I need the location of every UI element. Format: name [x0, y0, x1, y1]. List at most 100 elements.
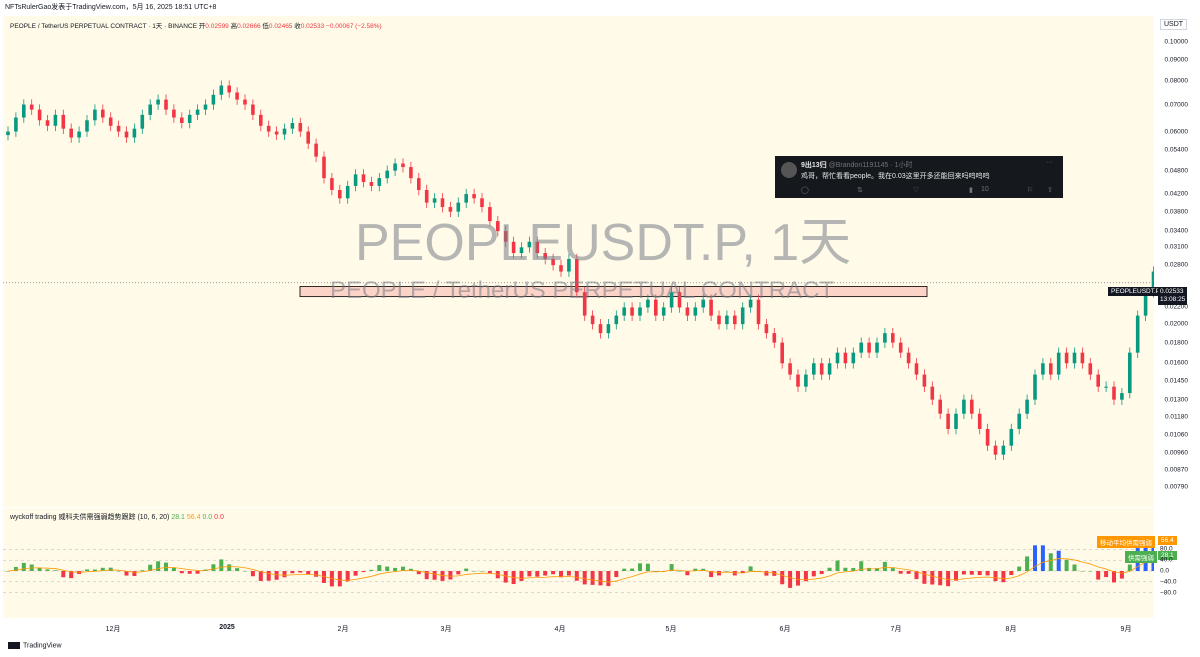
indicator-bar — [290, 571, 295, 574]
candle-body — [859, 342, 863, 353]
indicator-pane[interactable] — [3, 508, 1180, 618]
candle-body — [764, 324, 769, 334]
reply-icon[interactable]: ◯ — [801, 187, 809, 194]
indicator-bar — [875, 568, 879, 571]
candle-body — [393, 163, 397, 171]
candle-body — [646, 299, 650, 308]
indicator-bar — [614, 571, 619, 578]
currency-label[interactable]: USDT — [1160, 19, 1188, 30]
indicator-bar — [69, 571, 74, 579]
indicator-bar — [61, 571, 66, 578]
indicator-name: wyckoff trading 威科夫供需强弱趋势跟踪 (10, 6, 20) — [10, 514, 170, 521]
indicator-bar — [859, 561, 864, 571]
close-label: 收 — [294, 23, 301, 30]
indicator-bar — [1127, 564, 1132, 571]
indicator-bar — [53, 570, 58, 571]
indicator-bar — [630, 568, 635, 571]
candle-body — [409, 167, 413, 179]
price-label: 0.01600 — [1164, 359, 1189, 367]
indicator-bar — [574, 571, 579, 581]
indicator-bar — [566, 571, 571, 576]
candle-body — [132, 128, 137, 138]
price-label: 0.09000 — [1164, 56, 1189, 64]
price-label: 0.00790 — [1164, 483, 1189, 491]
ma-strength-tag-value: 56.4 — [1158, 536, 1177, 545]
indicator-bar — [543, 571, 548, 576]
indicator-bar — [1119, 571, 1124, 579]
price-label: 0.06000 — [1164, 128, 1189, 136]
candle-body — [274, 131, 279, 135]
candle-body — [527, 241, 532, 248]
indicator-bar — [993, 571, 998, 582]
open-label: 开 — [198, 23, 206, 30]
indicator-bar — [788, 571, 793, 588]
indicator-bar — [724, 571, 729, 572]
indicator-bar — [1009, 571, 1014, 576]
indicator-svg — [3, 545, 1180, 593]
price-label: 0.03800 — [1164, 208, 1189, 216]
candle-body — [638, 307, 642, 316]
candle-body — [432, 198, 437, 203]
indicator-bar — [922, 571, 927, 584]
price-label: 0.01800 — [1164, 339, 1189, 347]
candle-body — [725, 315, 729, 325]
candle-body — [424, 189, 429, 203]
candle-body — [1056, 352, 1061, 375]
time-axis[interactable]: 12月 2025 2月 3月 4月 5月 6月 7月 8月 9月 — [3, 619, 1154, 639]
candle-body — [582, 292, 587, 316]
views-icon[interactable]: ▮ — [969, 187, 973, 194]
indicator-val4: 0.0 — [214, 514, 224, 521]
share-icon[interactable]: ⇧ — [1047, 187, 1053, 194]
tradingview-footer: TradingView — [8, 642, 62, 649]
candle-body — [298, 123, 303, 132]
price-label: 0.02200 — [1164, 303, 1189, 311]
candle-body — [148, 104, 152, 115]
indicator-bar — [961, 571, 966, 575]
tweet-text: 鸡哥，帮忙看看people。我在0.03这里开多还能回来吗呜呜呜 — [801, 173, 990, 180]
embedded-tweet[interactable]: 9出13归 @Brandon1191145 · 1小时 ··· 鸡哥，帮忙看看p… — [775, 156, 1063, 198]
indicator-bar — [337, 571, 342, 587]
indicator-bar — [1001, 571, 1006, 583]
indicator-ma-line — [7, 553, 1178, 583]
indicator-bar — [456, 571, 461, 575]
indicator-bar — [282, 571, 287, 578]
indicator-bar — [527, 571, 532, 577]
candle-body — [575, 259, 579, 293]
candle-body — [401, 163, 405, 168]
candle-body — [717, 315, 721, 325]
sd-strength-tag-label: 供需强弱 — [1125, 551, 1157, 563]
indicator-bar — [92, 569, 97, 571]
candle-body — [1135, 315, 1140, 353]
candle-body — [156, 99, 160, 105]
bookmark-icon[interactable]: ⚐ — [1027, 187, 1034, 194]
indicator-axis-label: 80.0 — [1160, 545, 1173, 553]
candle-body — [701, 299, 705, 308]
high-value: 0.02666 — [237, 23, 261, 30]
indicator-bar — [685, 571, 690, 576]
indicator-bar — [401, 566, 405, 571]
candle-body — [946, 413, 950, 429]
indicator-bar — [559, 571, 563, 578]
candle-body — [970, 399, 974, 414]
price-label: 0.05400 — [1164, 146, 1189, 154]
retweet-icon[interactable]: ⇅ — [857, 187, 863, 194]
open-value: 0.02599 — [205, 23, 229, 30]
candle-body — [954, 413, 958, 429]
indicator-bar — [645, 563, 650, 571]
candle-body — [1001, 445, 1006, 455]
more-icon[interactable]: ··· — [1046, 159, 1053, 166]
candle-body — [14, 117, 18, 132]
price-axis[interactable]: 0.10000 0.09000 0.08000 0.07000 0.06000 0.054… — [1155, 16, 1200, 619]
candle-body — [164, 99, 168, 110]
candle-body — [567, 259, 571, 272]
candle-body — [551, 259, 555, 266]
like-icon[interactable]: ♡ — [913, 187, 920, 194]
indicator-bar — [211, 564, 216, 571]
candle-body — [614, 315, 619, 325]
indicator-bar — [709, 571, 714, 578]
candle-body — [1128, 352, 1132, 394]
price-chart-pane[interactable] — [3, 16, 1179, 507]
indicator-bar — [732, 571, 737, 576]
change-value: −0.00067 (−2.58%) — [326, 23, 382, 30]
indicator-bar — [187, 571, 192, 574]
